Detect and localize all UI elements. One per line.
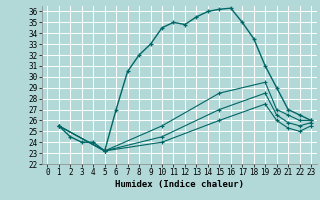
X-axis label: Humidex (Indice chaleur): Humidex (Indice chaleur): [115, 180, 244, 189]
